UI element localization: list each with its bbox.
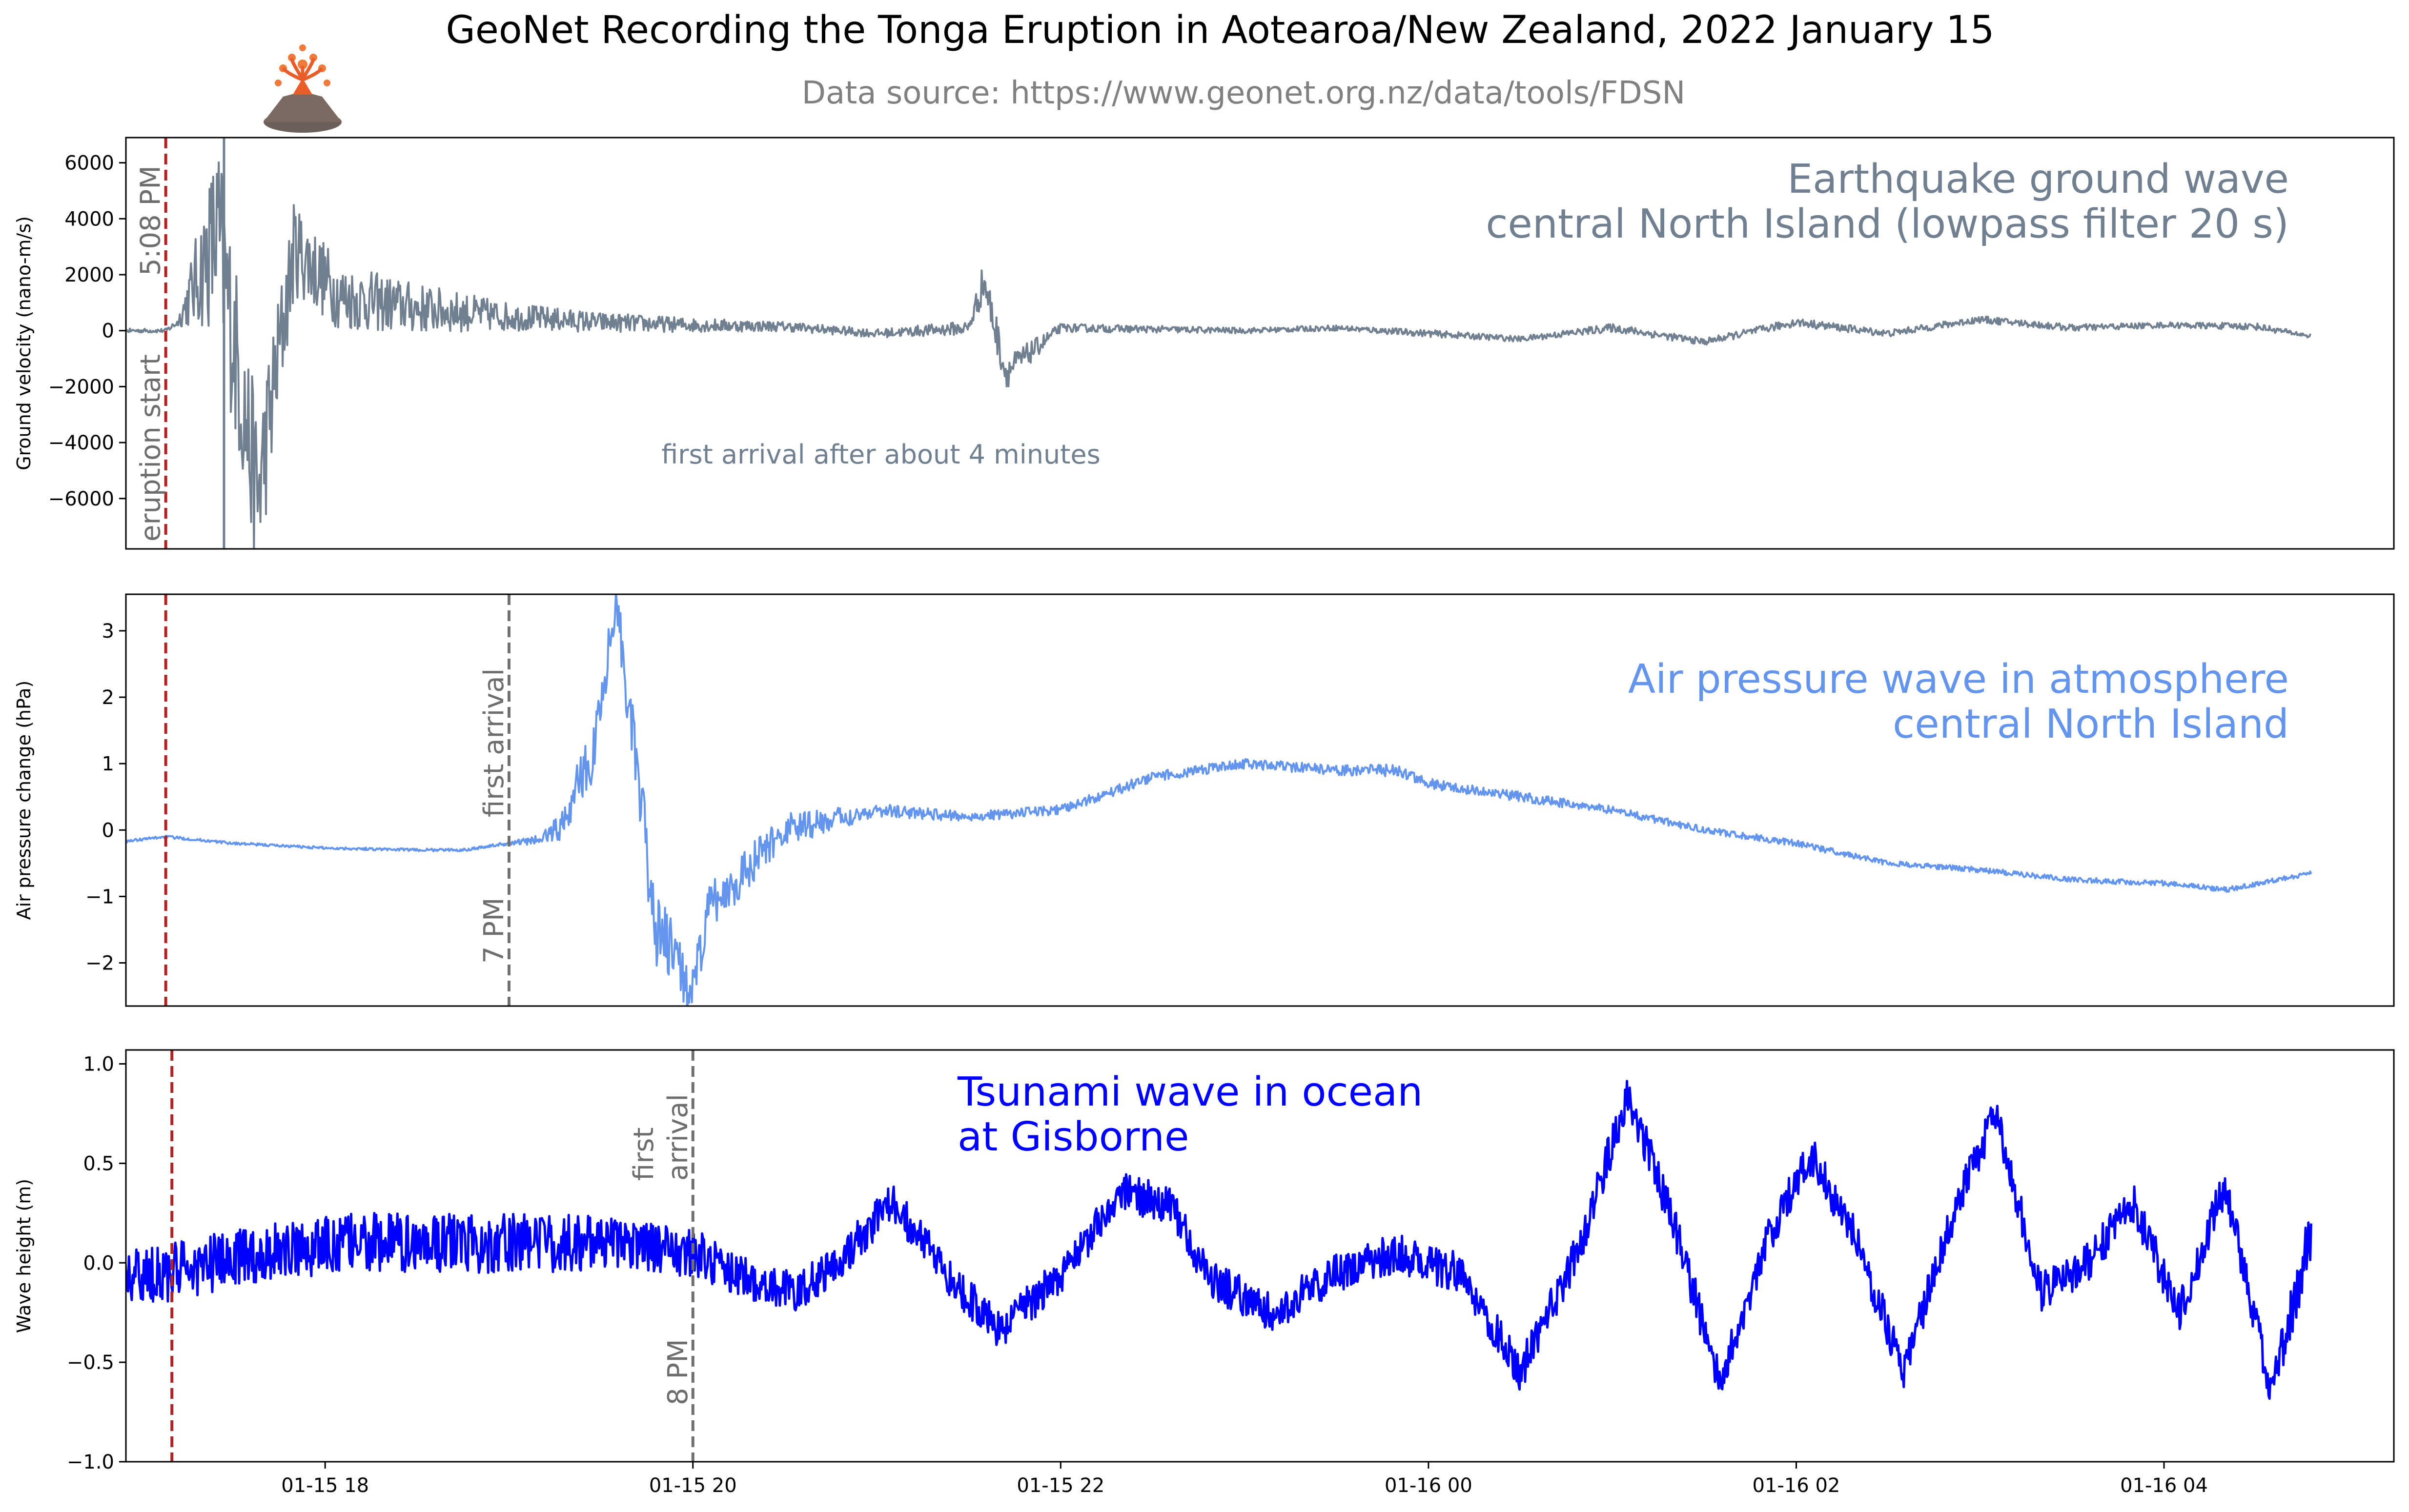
y-tick-label: 3 (102, 620, 114, 643)
eruption-start-label: eruption start (135, 354, 167, 542)
panel-title-line: Tsunami wave in ocean (957, 1069, 1423, 1115)
y-tick-label: 1 (102, 753, 114, 775)
panel-title-line: at Gisborne (958, 1114, 1189, 1160)
figure-title: GeoNet Recording the Tonga Eruption in A… (446, 8, 1994, 52)
chart-panel-2: −2 −1 0 1 2 3 Air pressure change (hPa) Air pre… (13, 593, 2395, 1007)
panel-title-line: Air pressure wave in atmosphere (1628, 656, 2289, 703)
y-tick-label: −0.5 (67, 1351, 114, 1374)
y-tick-label: −4000 (48, 432, 114, 454)
y-tick-label: 0 (102, 320, 114, 343)
y-tick-label: 4000 (64, 208, 114, 230)
volcano-eruption-icon (264, 44, 342, 133)
first-arrival-note: first arrival after about 4 minutes (661, 439, 1100, 470)
y-axis-label: Wave height (m) (13, 1179, 35, 1333)
axes-frame (125, 1049, 2395, 1463)
y-tick-label: 0.5 (83, 1152, 114, 1175)
panel-title-line: Earthquake ground wave (1787, 156, 2289, 202)
y-tick-label: −2 (85, 952, 114, 975)
y-tick-label: 0 (102, 819, 114, 842)
series-line-3 (126, 1080, 2312, 1400)
axes-frame (125, 593, 2395, 1007)
arrival-time-label: 8 PM (662, 1339, 694, 1405)
x-tick-label: 01-15 20 (649, 1474, 737, 1497)
axes-frame (125, 137, 2395, 550)
chart-panel-3: −1.0 −0.5 0.0 0.5 1.0 Wave height (m) Tsunami … (13, 1049, 2395, 1497)
x-tick-label: 01-15 22 (1017, 1474, 1104, 1497)
first-arrival-label: arrival (662, 1094, 694, 1181)
chart-panel-1: −6000 −4000 −2000 0 2000 4000 6000 Ground veloc… (13, 137, 2395, 550)
figure-subtitle: Data source: https://www.geonet.org.nz/d… (802, 75, 1685, 111)
panel-title-line: central North Island (lowpass filter 20 … (1486, 201, 2289, 247)
y-axis-label: Ground velocity (nano-m/s) (13, 216, 35, 470)
y-tick-label: −6000 (48, 488, 114, 510)
x-tick-label: 01-16 00 (1385, 1474, 1472, 1497)
arrival-time-label: 7 PM (478, 897, 510, 964)
y-axis-label: Air pressure change (hPa) (13, 681, 35, 920)
panel-title-line: central North Island (1893, 701, 2289, 747)
y-tick-label: 6000 (64, 152, 114, 175)
series-line-2 (126, 594, 2312, 1006)
y-tick-label: −1 (85, 886, 114, 908)
x-tick-label: 01-15 18 (281, 1474, 369, 1497)
y-tick-label: 1.0 (83, 1053, 114, 1076)
y-tick-label: −2000 (48, 376, 114, 398)
first-arrival-label: first (628, 1128, 660, 1181)
y-tick-label: 2 (102, 686, 114, 709)
y-tick-label: 2000 (64, 264, 114, 286)
x-tick-label: 01-16 02 (1753, 1474, 1840, 1497)
series-line-1 (126, 161, 2311, 549)
eruption-time-label: 5:08 PM (135, 165, 167, 276)
y-tick-label: 0.0 (83, 1252, 114, 1274)
first-arrival-label: first arrival (478, 668, 510, 817)
x-tick-label: 01-16 04 (2120, 1474, 2208, 1497)
y-tick-label: −1.0 (67, 1451, 114, 1473)
